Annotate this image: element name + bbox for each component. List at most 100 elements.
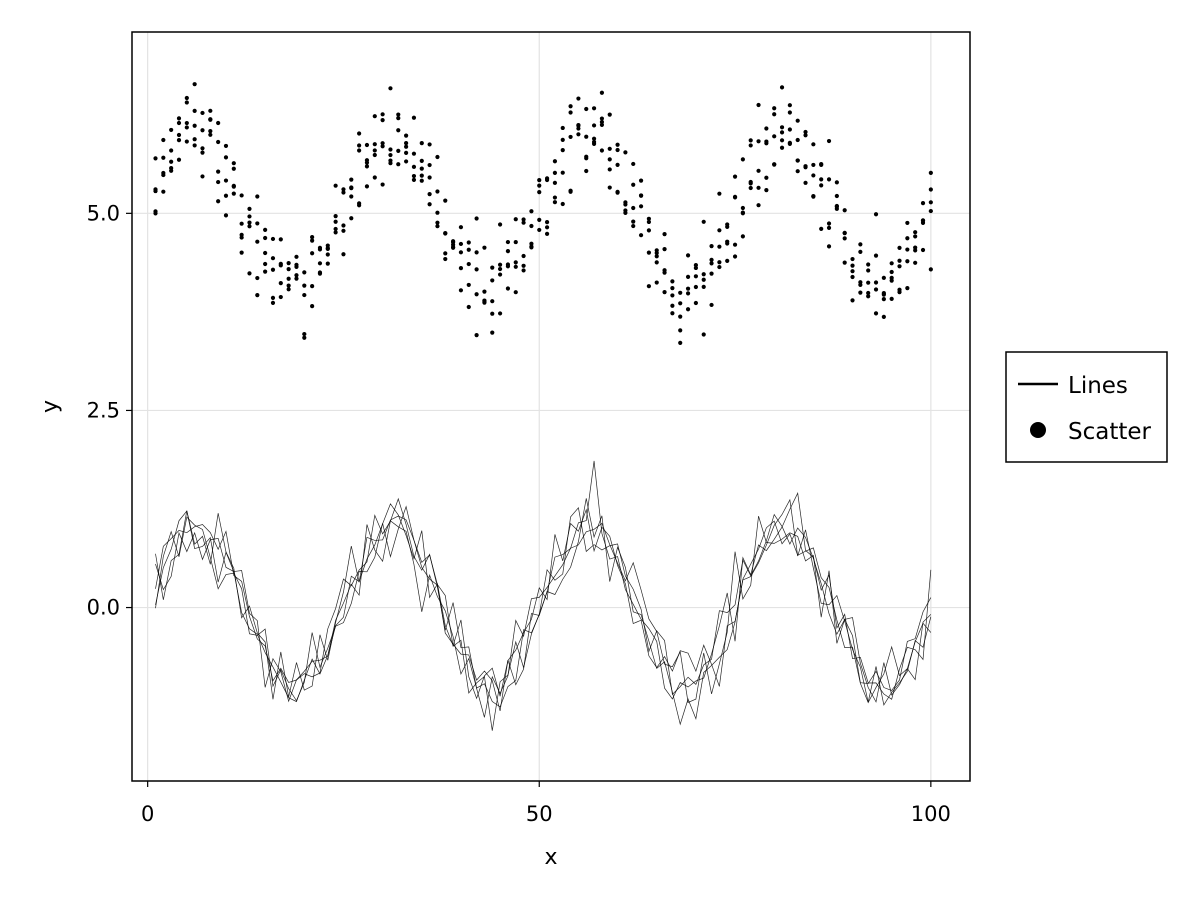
scatter-point bbox=[803, 133, 808, 138]
scatter-point bbox=[709, 271, 714, 276]
scatter-point bbox=[513, 264, 518, 269]
scatter-point bbox=[521, 253, 526, 259]
scatter-point bbox=[850, 256, 855, 262]
scatter-point bbox=[584, 168, 589, 174]
scatter-point bbox=[920, 201, 926, 206]
scatter-point bbox=[427, 142, 432, 147]
scatter-point bbox=[709, 261, 714, 266]
scatter-point bbox=[897, 264, 902, 269]
scatter-point bbox=[333, 230, 338, 235]
scatter-point bbox=[411, 177, 417, 182]
scatter-point bbox=[404, 144, 409, 149]
scatter-point bbox=[662, 268, 667, 273]
scatter-point bbox=[913, 234, 918, 239]
scatter-point bbox=[153, 188, 158, 194]
scatter-point bbox=[223, 143, 229, 149]
scatter-point bbox=[529, 241, 534, 246]
scatter-point bbox=[208, 132, 213, 137]
scatter-point bbox=[176, 138, 182, 143]
scatter-point bbox=[866, 262, 871, 267]
scatter-point bbox=[216, 199, 221, 204]
scatter-point bbox=[231, 166, 236, 171]
scatter-point bbox=[466, 282, 471, 288]
scatter-point bbox=[811, 194, 816, 199]
scatter-point bbox=[717, 244, 722, 249]
scatter-point bbox=[717, 264, 722, 270]
scatter-point bbox=[850, 274, 855, 280]
scatter-point bbox=[286, 276, 291, 281]
scatter-point bbox=[333, 226, 338, 232]
scatter-point bbox=[270, 236, 276, 242]
scatter-point bbox=[474, 250, 479, 255]
scatter-point bbox=[568, 134, 573, 140]
scatter-point bbox=[341, 187, 346, 192]
scatter-point bbox=[670, 293, 675, 298]
scatter-point bbox=[881, 292, 886, 297]
scatter-point bbox=[826, 138, 832, 144]
scatter-point bbox=[568, 104, 573, 109]
scatter-point bbox=[701, 284, 706, 289]
scatter-point bbox=[529, 223, 534, 229]
scatter-point bbox=[772, 134, 777, 139]
scatter-point bbox=[333, 219, 338, 224]
scatter-point bbox=[662, 232, 667, 237]
scatter-point bbox=[866, 280, 871, 285]
scatter-point bbox=[482, 289, 487, 294]
scatter-point bbox=[654, 254, 659, 259]
scatter-point bbox=[834, 204, 839, 209]
scatter-point bbox=[270, 267, 276, 272]
scatter-point bbox=[458, 266, 464, 271]
scatter-point bbox=[458, 241, 464, 247]
scatter-point bbox=[474, 333, 479, 338]
scatter-point bbox=[380, 112, 385, 117]
scatter-point bbox=[685, 274, 691, 279]
scatter-point bbox=[826, 225, 832, 230]
scatter-point bbox=[490, 265, 495, 270]
scatter-point bbox=[192, 123, 197, 128]
scatter-point bbox=[270, 295, 276, 300]
scatter-point bbox=[302, 283, 307, 288]
scatter-point bbox=[286, 287, 291, 292]
scatter-point bbox=[740, 234, 745, 239]
scatter-point bbox=[678, 301, 683, 306]
scatter-point bbox=[772, 162, 777, 167]
scatter-point bbox=[247, 214, 252, 219]
scatter-point bbox=[294, 273, 299, 278]
scatter-point bbox=[435, 220, 440, 225]
scatter-point bbox=[247, 224, 252, 229]
scatter-point bbox=[873, 287, 879, 292]
scatter-point bbox=[161, 137, 166, 143]
scatter-point bbox=[208, 129, 213, 134]
scatter-point bbox=[905, 247, 910, 252]
y-tick-label: 5.0 bbox=[87, 201, 120, 225]
scatter-point bbox=[920, 247, 926, 253]
scatter-point bbox=[357, 201, 362, 206]
scatter-point bbox=[239, 193, 244, 198]
scatter-point bbox=[631, 219, 636, 224]
scatter-point bbox=[858, 280, 863, 285]
scatter-point bbox=[200, 146, 205, 151]
scatter-point bbox=[357, 131, 362, 136]
scatter-point bbox=[223, 193, 229, 198]
scatter-point bbox=[795, 118, 800, 123]
scatter-point bbox=[255, 221, 260, 226]
scatter-point bbox=[317, 270, 323, 275]
scatter-point bbox=[732, 254, 738, 259]
scatter-point bbox=[325, 252, 330, 257]
scatter-point bbox=[693, 263, 698, 268]
scatter-point bbox=[764, 126, 769, 131]
scatter-point bbox=[200, 110, 205, 116]
scatter-point bbox=[529, 245, 534, 250]
scatter-point bbox=[709, 302, 714, 308]
scatter-point bbox=[537, 190, 542, 195]
scatter-point bbox=[427, 192, 432, 197]
scatter-point bbox=[208, 108, 213, 113]
scatter-point bbox=[192, 82, 197, 87]
scatter-point bbox=[662, 247, 667, 252]
scatter-point bbox=[451, 245, 456, 250]
scatter-point bbox=[349, 185, 354, 190]
scatter-point bbox=[427, 202, 432, 207]
scatter-point bbox=[466, 304, 471, 310]
scatter-point bbox=[490, 311, 495, 316]
scatter-point bbox=[364, 160, 370, 165]
